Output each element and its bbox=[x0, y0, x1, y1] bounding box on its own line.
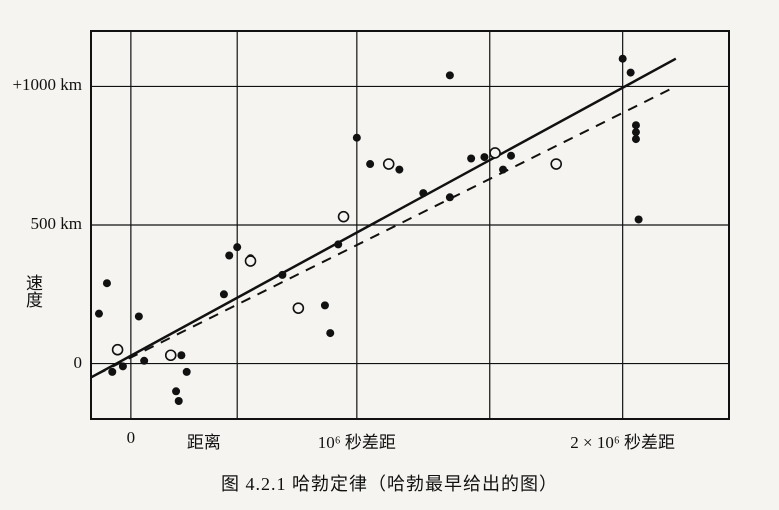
y-tick-label: +1000 km bbox=[12, 75, 82, 95]
scatter-chart bbox=[90, 30, 730, 420]
x-tick-label: 2 × 10⁶ 秒差距 bbox=[570, 428, 675, 453]
chart-area: 0500 km+1000 km速度010⁶ 秒差距2 × 10⁶ 秒差距距离 bbox=[90, 30, 730, 420]
x-tick-label: 0 bbox=[127, 428, 136, 448]
x-axis-label: 距离 bbox=[187, 428, 221, 453]
figure-caption: 图 4.2.1 哈勃定律（哈勃最早给出的图） bbox=[0, 470, 779, 496]
x-tick-label: 10⁶ 秒差距 bbox=[318, 428, 396, 453]
y-axis-label: 速度 bbox=[20, 274, 45, 308]
figure-wrapper: 0500 km+1000 km速度010⁶ 秒差距2 × 10⁶ 秒差距距离 图… bbox=[0, 0, 779, 510]
y-tick-label: 0 bbox=[74, 353, 83, 373]
y-tick-label: 500 km bbox=[31, 214, 82, 234]
